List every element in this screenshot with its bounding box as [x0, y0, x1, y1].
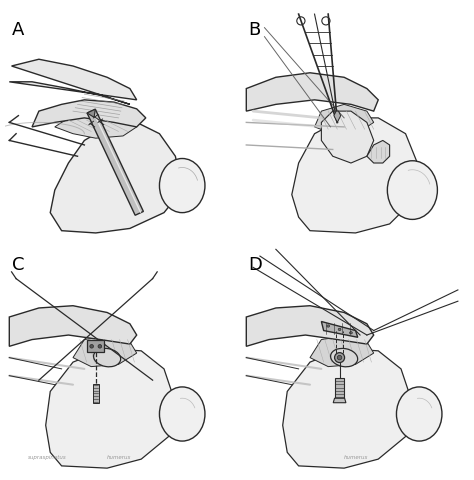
Polygon shape — [92, 110, 141, 213]
Polygon shape — [321, 111, 374, 163]
Polygon shape — [246, 73, 378, 111]
Text: B: B — [248, 21, 261, 39]
Circle shape — [98, 345, 101, 348]
Ellipse shape — [159, 158, 205, 213]
Text: humerus: humerus — [107, 455, 131, 460]
FancyBboxPatch shape — [335, 378, 344, 398]
Polygon shape — [283, 348, 412, 468]
Ellipse shape — [350, 332, 352, 334]
Polygon shape — [55, 111, 137, 138]
Polygon shape — [73, 335, 137, 367]
Polygon shape — [333, 398, 346, 403]
Polygon shape — [292, 118, 419, 233]
Polygon shape — [46, 348, 175, 468]
Ellipse shape — [327, 325, 329, 327]
Ellipse shape — [387, 161, 438, 219]
Polygon shape — [334, 111, 341, 122]
Polygon shape — [310, 335, 374, 367]
FancyBboxPatch shape — [93, 384, 99, 403]
Text: humerus: humerus — [344, 455, 368, 460]
Polygon shape — [321, 322, 358, 337]
Circle shape — [337, 355, 342, 360]
Ellipse shape — [396, 387, 442, 441]
Ellipse shape — [93, 348, 121, 367]
Ellipse shape — [159, 387, 205, 441]
Text: supraspinatus: supraspinatus — [27, 455, 66, 460]
Polygon shape — [246, 306, 374, 347]
Polygon shape — [9, 59, 137, 104]
Polygon shape — [9, 306, 137, 347]
Polygon shape — [50, 122, 182, 233]
Polygon shape — [32, 100, 146, 127]
Circle shape — [335, 353, 345, 362]
FancyBboxPatch shape — [87, 340, 104, 352]
Text: C: C — [11, 256, 24, 274]
Polygon shape — [315, 104, 374, 133]
Polygon shape — [87, 109, 95, 117]
Ellipse shape — [338, 328, 341, 331]
Ellipse shape — [330, 348, 358, 367]
Polygon shape — [367, 141, 390, 163]
Text: D: D — [248, 256, 263, 274]
Circle shape — [90, 345, 93, 348]
Polygon shape — [87, 109, 144, 215]
Text: A: A — [11, 21, 24, 39]
